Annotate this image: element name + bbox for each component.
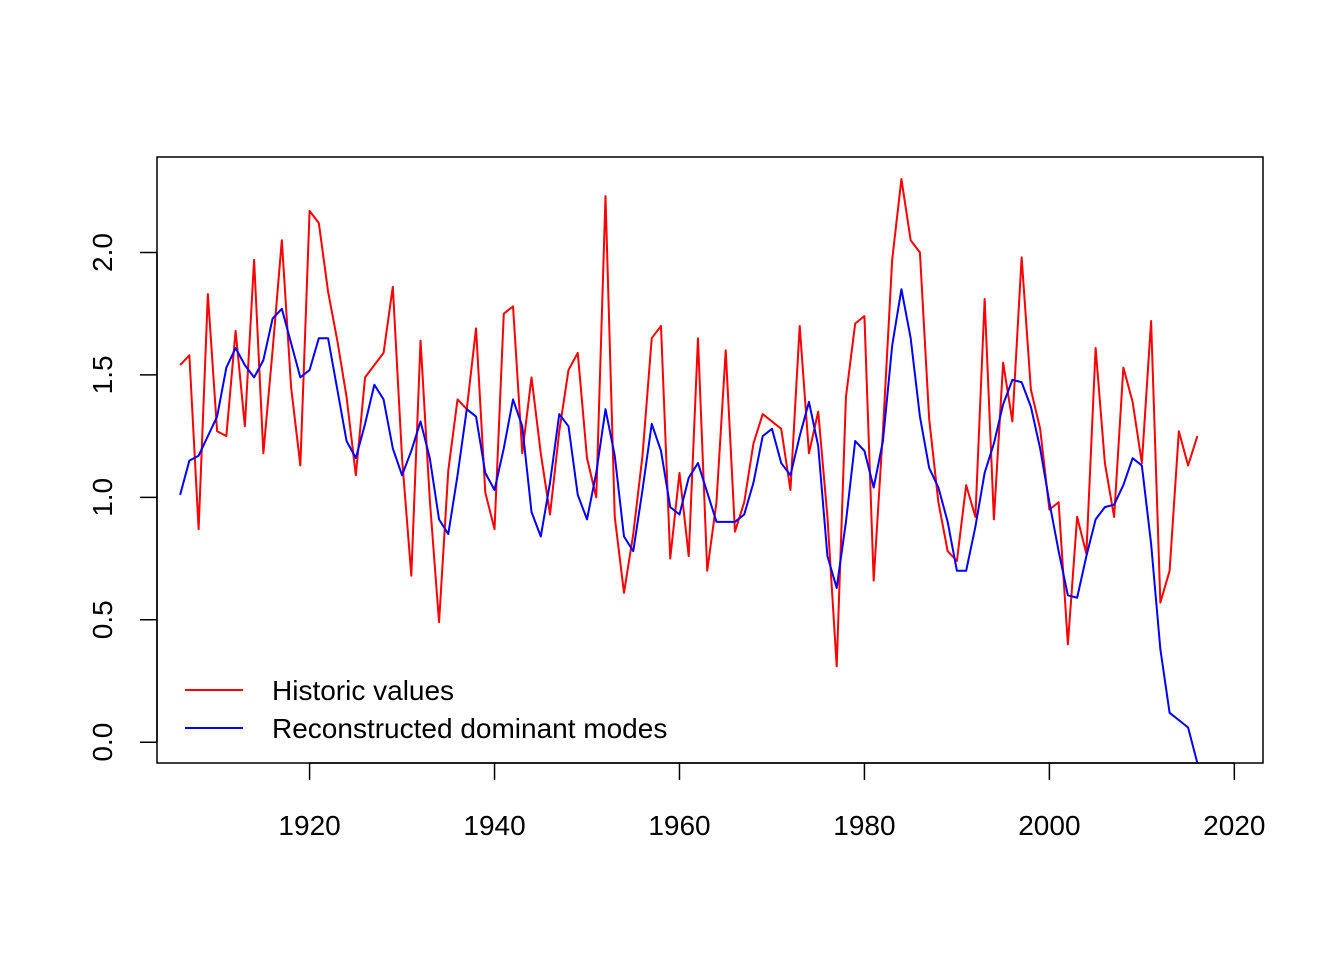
- y-tick-label: 0.0: [87, 723, 118, 762]
- x-tick-label: 2020: [1203, 810, 1265, 841]
- series-lines: [179, 178, 1199, 763]
- legend: Historic values Reconstructed dominant mo…: [185, 675, 667, 744]
- x-tick-label: 1920: [278, 810, 340, 841]
- legend-label-1: Reconstructed dominant modes: [272, 713, 667, 744]
- x-tick-label: 1980: [833, 810, 895, 841]
- legend-label-0: Historic values: [272, 675, 454, 706]
- x-tick-label: 1960: [648, 810, 710, 841]
- series-line-1: [179, 288, 1199, 763]
- y-tick-label: 0.5: [87, 600, 118, 639]
- plot-frame: [156, 156, 1264, 764]
- y-tick-label: 2.0: [87, 233, 118, 272]
- x-tick-label: 1940: [463, 810, 525, 841]
- series-line-0: [179, 178, 1199, 668]
- y-tick-label: 1.5: [87, 355, 118, 394]
- y-tick-label: 1.0: [87, 478, 118, 517]
- x-tick-label: 2000: [1018, 810, 1080, 841]
